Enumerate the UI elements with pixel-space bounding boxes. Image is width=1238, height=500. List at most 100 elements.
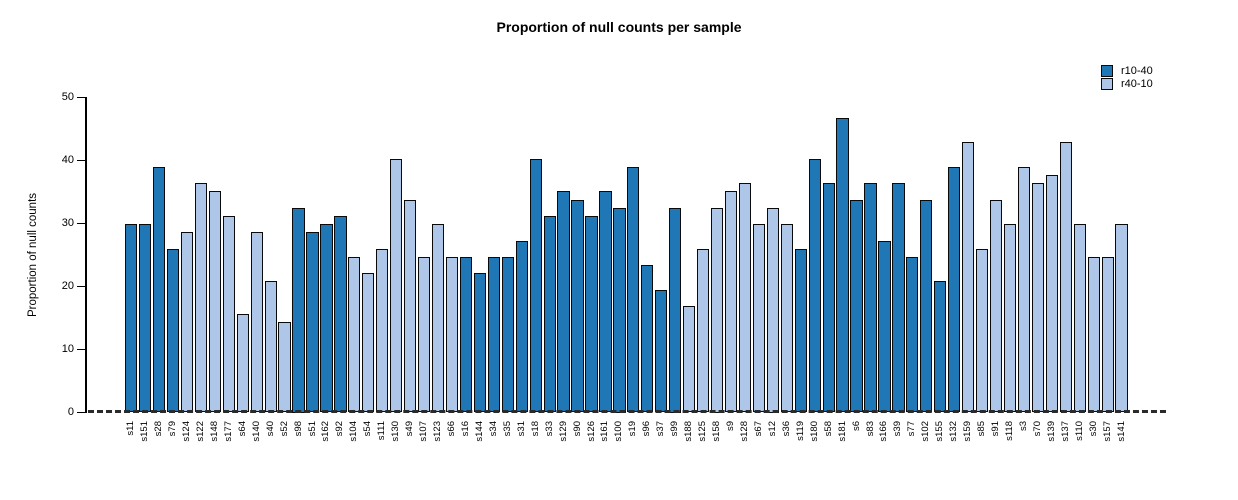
x-axis-label-s67: s67 <box>752 421 764 437</box>
x-axis-label-s11: s11 <box>125 421 137 436</box>
y-tick <box>77 96 86 99</box>
x-axis-label-s161: s161 <box>599 421 611 442</box>
bar-s34 <box>487 256 500 413</box>
x-axis-label-s51: s51 <box>306 421 318 437</box>
bar-s155 <box>934 281 947 413</box>
x-axis-label-s92: s92 <box>334 421 346 437</box>
bar-s92 <box>334 215 347 413</box>
bar-s79 <box>166 248 180 413</box>
y-axis-line <box>85 97 87 413</box>
x-axis-label-s119: s119 <box>794 421 806 441</box>
x-axis-label-s151: s151 <box>139 421 151 442</box>
x-axis-label-s16: s16 <box>459 421 471 437</box>
bar-s96 <box>641 265 654 413</box>
y-tick-label: 10 <box>61 343 74 355</box>
x-axis-label-s141: s141 <box>1115 421 1127 442</box>
x-axis-label-s30: s30 <box>1087 421 1099 437</box>
bar-s83 <box>864 183 877 413</box>
x-axis-label-s66: s66 <box>446 421 457 437</box>
bar-s100 <box>613 207 626 413</box>
x-axis-label-s188: s188 <box>683 421 695 442</box>
x-axis-label-s39: s39 <box>892 421 904 437</box>
y-tick-label: 50 <box>61 91 74 103</box>
x-axis-label-s157: s157 <box>1101 421 1113 442</box>
x-axis-label-s158: s158 <box>711 421 723 442</box>
x-axis-label-s36: s36 <box>780 421 792 437</box>
y-axis-title: Proportion of null counts <box>27 192 39 318</box>
bar-s99 <box>669 207 682 413</box>
bar-s118 <box>1003 224 1017 413</box>
x-axis-label-s162: s162 <box>320 421 332 442</box>
x-axis-label-s18: s18 <box>529 421 541 437</box>
bar-s12 <box>766 207 779 413</box>
x-axis-label-s140: s140 <box>250 421 262 442</box>
bar-s28 <box>152 166 166 413</box>
x-axis-label-s34: s34 <box>487 421 499 437</box>
y-tick-label: 0 <box>67 406 74 418</box>
bar-s123 <box>431 224 445 413</box>
bar-s111 <box>376 248 389 413</box>
x-axis-label-s83: s83 <box>864 421 876 437</box>
bar-s151 <box>138 224 152 413</box>
x-axis-label-s6: s6 <box>850 421 862 432</box>
bar-s126 <box>585 215 598 413</box>
bar-s110 <box>1073 224 1086 413</box>
x-axis-label-s33: s33 <box>543 421 555 437</box>
x-axis-label-s123: s123 <box>432 421 444 442</box>
legend-label: r40-10 <box>1121 78 1153 91</box>
bar-s180 <box>808 158 821 413</box>
bar-s148 <box>208 191 221 413</box>
x-axis-label-s129: s129 <box>557 421 569 442</box>
legend-item-r10-40: r10-40 <box>1101 64 1153 78</box>
legend-item-r40-10: r40-10 <box>1101 78 1153 92</box>
x-axis-label-s35: s35 <box>501 421 513 437</box>
x-axis-label-s31: s31 <box>515 421 527 437</box>
y-tick-label: 40 <box>61 154 74 166</box>
x-axis-label-s104: s104 <box>348 421 360 442</box>
y-tick <box>77 222 86 225</box>
bar-s161 <box>599 191 612 413</box>
x-axis-label-s77: s77 <box>906 421 918 437</box>
x-axis-label-s148: s148 <box>208 421 220 442</box>
y-tick-label: 20 <box>61 280 74 292</box>
bar-s144 <box>473 273 487 413</box>
bar-s124 <box>180 232 194 413</box>
bar-s39 <box>892 183 905 413</box>
x-axis-label-s110: s110 <box>1073 421 1085 441</box>
bar-s159 <box>962 142 975 413</box>
bar-s19 <box>627 166 640 413</box>
x-axis-label-s58: s58 <box>822 421 834 437</box>
bar-s162 <box>320 224 333 413</box>
bar-s36 <box>780 224 793 413</box>
bar-s49 <box>404 199 417 413</box>
x-axis-label-s102: s102 <box>920 421 932 442</box>
bar-s139 <box>1045 174 1058 413</box>
x-axis-label-s90: s90 <box>571 421 583 437</box>
x-axis-label-s49: s49 <box>404 421 416 437</box>
x-axis-label-s107: s107 <box>418 421 430 442</box>
x-axis-label-s91: s91 <box>990 421 1002 437</box>
x-axis-label-s124: s124 <box>180 421 192 442</box>
x-axis-label-s99: s99 <box>669 421 681 437</box>
x-axis-label-s9: s9 <box>725 421 736 432</box>
bar-s102 <box>920 199 933 413</box>
x-axis-label-s12: s12 <box>766 421 778 437</box>
bar-s188 <box>683 306 696 413</box>
bar-s3 <box>1017 166 1031 413</box>
bar-s6 <box>850 199 863 413</box>
x-axis-label-s128: s128 <box>738 421 750 442</box>
bar-s9 <box>724 191 738 413</box>
bar-s141 <box>1115 224 1128 413</box>
bar-s128 <box>738 183 752 413</box>
bar-s35 <box>501 256 514 413</box>
bar-s30 <box>1087 256 1100 413</box>
bar-s16 <box>459 256 473 413</box>
bar-s132 <box>948 166 961 413</box>
legend: r10-40 r40-10 <box>1101 64 1153 91</box>
x-axis-label-s79: s79 <box>167 421 178 437</box>
x-axis-label-s28: s28 <box>153 421 165 437</box>
x-axis-label-s100: s100 <box>613 421 625 442</box>
bar-s181 <box>836 117 849 413</box>
y-tick <box>77 348 86 351</box>
